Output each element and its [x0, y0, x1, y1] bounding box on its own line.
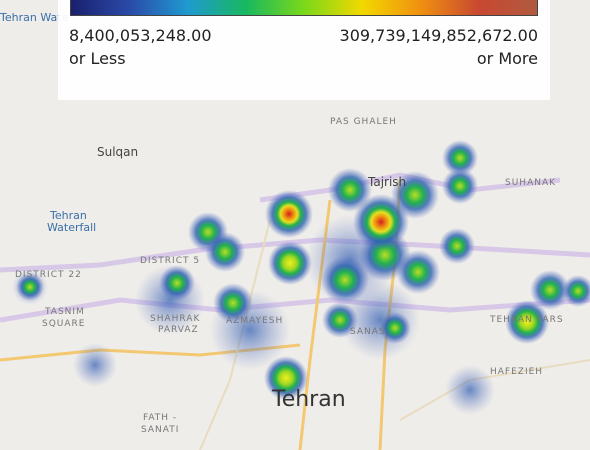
heat-spot [562, 275, 590, 307]
place-label: Waterfall [47, 221, 96, 234]
place-label: SQUARE [42, 319, 85, 329]
place-label: PAS GHALEH [330, 117, 397, 127]
place-label: PARVAZ [158, 325, 199, 335]
place-label: Tehran [49, 209, 87, 222]
heat-spot [264, 356, 308, 400]
legend-min-note: or Less [69, 49, 126, 68]
heat-spot [396, 250, 440, 294]
legend-min: 8,400,053,248.00 [69, 26, 212, 45]
color-scale [70, 0, 538, 16]
place-label: FATH - [143, 413, 177, 423]
legend-max: 309,739,149,852,672.00 [339, 26, 538, 45]
heat-spot [442, 168, 478, 204]
road [259, 172, 561, 203]
legend-max-note: or More [476, 49, 538, 68]
heat-spot [442, 140, 478, 176]
heat-spot [439, 228, 475, 264]
heatmap [12, 140, 590, 415]
heat-spot [328, 168, 372, 212]
heat-spot [159, 265, 195, 301]
heat-spot [505, 300, 549, 344]
heat-spot [322, 302, 358, 338]
place-label: HAFEZIEH [490, 367, 543, 377]
heat-spot [213, 283, 253, 323]
place-label: DISTRICT 5 [140, 256, 200, 266]
place-label: TASNIM [44, 307, 85, 317]
heat-spot [445, 365, 495, 415]
place-label: SHAHRAK [150, 314, 200, 324]
heat-spot [353, 194, 409, 250]
heat-spot [265, 190, 313, 238]
heat-spot [321, 256, 369, 304]
place-label: Tajrish [367, 175, 406, 189]
heat-spot [379, 312, 411, 344]
heat-spot [530, 270, 570, 310]
legend: 8,400,053,248.00 or Less 309,739,149,852… [58, 0, 550, 100]
heat-spot [16, 273, 44, 301]
place-labels: Tehran Wate Sulqan Tehran Waterfall Tajr… [0, 11, 564, 435]
place-label: AZMAYESH [226, 316, 283, 326]
place-label: DISTRICT 22 [15, 270, 82, 280]
place-label: Tehran [271, 387, 346, 412]
place-label: SANAS [350, 327, 386, 337]
heat-spot [73, 343, 117, 387]
place-label: Sulqan [97, 145, 138, 159]
place-label: SUHANAK [505, 178, 556, 188]
place-label: Tehran Wate [0, 11, 69, 24]
heat-spot [205, 232, 245, 272]
place-label: TEHRAN PARS [489, 315, 564, 325]
heat-spot [268, 241, 312, 285]
place-label: SANATI [141, 425, 179, 435]
